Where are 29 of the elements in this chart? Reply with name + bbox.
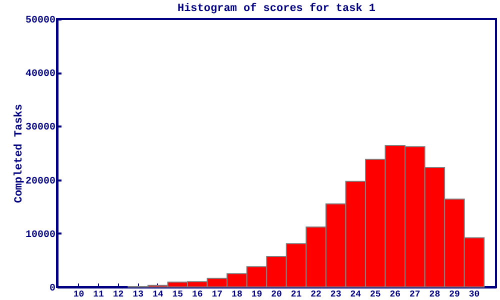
x-tick-label: 12	[112, 290, 124, 300]
x-tick-label: 13	[132, 290, 144, 300]
y-axis-title: Completed Tasks	[13, 104, 26, 204]
x-tick-label: 25	[370, 290, 381, 300]
x-tick-label: 27	[410, 290, 420, 300]
y-tick-label: 40000	[25, 69, 56, 80]
y-tick-label: 0	[49, 284, 56, 294]
y-tick-label: 20000	[25, 176, 56, 188]
x-tick-label: 18	[232, 290, 242, 300]
y-tick-label: 50000	[25, 16, 56, 26]
x-tick-label: 21	[290, 290, 302, 300]
y-tick-label: 30000	[25, 122, 56, 134]
x-tick-label: 24	[350, 290, 362, 300]
x-tick-label: 16	[192, 290, 203, 300]
x-tick-label: 22	[310, 290, 322, 300]
x-tick-label: 26	[390, 290, 401, 300]
x-tick-label: 11	[93, 290, 105, 300]
x-tick-label: 28	[429, 290, 440, 300]
y-tick-label: 10000	[25, 230, 56, 241]
x-tick-label: 17	[212, 290, 223, 300]
x-tick-label: 23	[330, 290, 342, 300]
x-tick-label: 30	[468, 290, 480, 300]
x-tick-label: 19	[251, 290, 262, 300]
chart-title: Histogram of scores for task 1	[177, 2, 376, 15]
x-tick-label: 29	[449, 290, 460, 300]
x-tick-label: 15	[172, 290, 184, 300]
x-tick-label: 14	[152, 290, 164, 300]
x-tick-label: 10	[73, 290, 84, 300]
x-tick-label: 20	[271, 290, 282, 300]
